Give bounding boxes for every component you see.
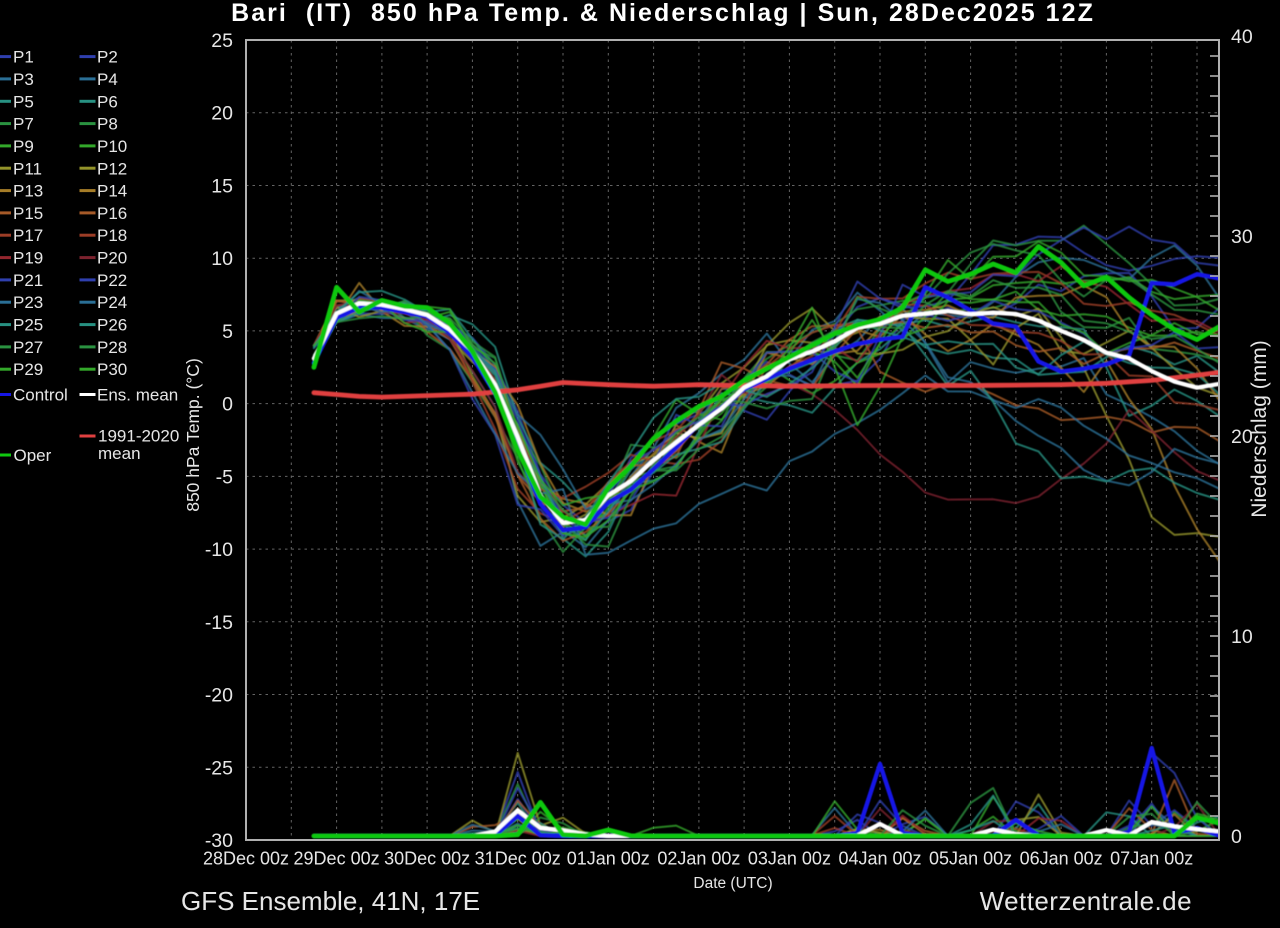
svg-text:P26: P26 bbox=[97, 316, 127, 335]
svg-text:40: 40 bbox=[1231, 26, 1253, 48]
svg-text:P30: P30 bbox=[97, 360, 127, 379]
svg-text:31Dec 00z: 31Dec 00z bbox=[475, 849, 561, 869]
svg-text:Date (UTC): Date (UTC) bbox=[693, 875, 772, 892]
svg-text:Wetterzentrale.de: Wetterzentrale.de bbox=[980, 886, 1192, 916]
svg-text:28Dec 00z: 28Dec 00z bbox=[203, 849, 289, 869]
svg-text:01Jan 00z: 01Jan 00z bbox=[567, 849, 650, 869]
svg-text:15: 15 bbox=[211, 175, 233, 197]
svg-text:25: 25 bbox=[211, 30, 233, 52]
svg-text:850 hPa Temp. (°C): 850 hPa Temp. (°C) bbox=[183, 358, 203, 512]
svg-text:P28: P28 bbox=[97, 338, 127, 357]
svg-text:06Jan 00z: 06Jan 00z bbox=[1020, 849, 1103, 869]
svg-text:Oper: Oper bbox=[14, 446, 52, 465]
svg-text:Control: Control bbox=[13, 386, 68, 405]
svg-text:P8: P8 bbox=[97, 115, 118, 134]
svg-text:P22: P22 bbox=[97, 271, 127, 290]
svg-text:P14: P14 bbox=[97, 182, 127, 201]
svg-text:Ens. mean: Ens. mean bbox=[97, 386, 178, 405]
svg-text:P1: P1 bbox=[13, 48, 34, 67]
svg-text:P3: P3 bbox=[13, 70, 34, 89]
svg-text:1991-2020: 1991-2020 bbox=[98, 427, 179, 446]
svg-text:P4: P4 bbox=[97, 70, 118, 89]
svg-text:-25: -25 bbox=[205, 757, 233, 779]
svg-text:-15: -15 bbox=[205, 612, 233, 634]
svg-text:02Jan 00z: 02Jan 00z bbox=[657, 849, 740, 869]
svg-text:07Jan 00z: 07Jan 00z bbox=[1110, 849, 1193, 869]
svg-text:29Dec 00z: 29Dec 00z bbox=[294, 849, 380, 869]
svg-text:P16: P16 bbox=[97, 204, 127, 223]
svg-text:P27: P27 bbox=[13, 338, 43, 357]
svg-text:P29: P29 bbox=[13, 360, 43, 379]
svg-text:P10: P10 bbox=[97, 137, 127, 156]
svg-text:-5: -5 bbox=[216, 466, 233, 488]
svg-text:P2: P2 bbox=[97, 48, 118, 67]
svg-text:5: 5 bbox=[222, 321, 233, 343]
svg-text:P6: P6 bbox=[97, 92, 118, 111]
svg-text:0: 0 bbox=[222, 394, 233, 416]
svg-text:20: 20 bbox=[211, 103, 233, 125]
svg-text:P19: P19 bbox=[13, 249, 43, 268]
svg-text:Bari (IT) 850 hPa Temp. & Ni: Bari (IT) 850 hPa Temp. & Niederschlag |… bbox=[231, 0, 1095, 27]
svg-text:P24: P24 bbox=[97, 293, 127, 312]
svg-text:P17: P17 bbox=[13, 226, 43, 245]
svg-text:0: 0 bbox=[1231, 826, 1242, 848]
svg-text:P13: P13 bbox=[13, 182, 43, 201]
svg-text:P9: P9 bbox=[13, 137, 34, 156]
svg-text:20: 20 bbox=[1231, 426, 1253, 448]
svg-text:P21: P21 bbox=[13, 271, 43, 290]
svg-text:mean: mean bbox=[98, 444, 141, 463]
svg-text:-10: -10 bbox=[205, 539, 233, 561]
svg-text:P11: P11 bbox=[13, 159, 42, 178]
svg-text:P15: P15 bbox=[13, 204, 43, 223]
svg-text:P25: P25 bbox=[13, 316, 43, 335]
svg-text:GFS Ensemble, 41N, 17E: GFS Ensemble, 41N, 17E bbox=[181, 886, 480, 916]
svg-text:P5: P5 bbox=[13, 92, 34, 111]
svg-text:-30: -30 bbox=[205, 830, 233, 852]
svg-text:P7: P7 bbox=[13, 115, 34, 134]
svg-text:Niederschlag (mm): Niederschlag (mm) bbox=[1248, 340, 1271, 517]
svg-text:P18: P18 bbox=[97, 226, 127, 245]
svg-text:10: 10 bbox=[211, 248, 233, 270]
svg-text:05Jan 00z: 05Jan 00z bbox=[929, 849, 1012, 869]
svg-text:03Jan 00z: 03Jan 00z bbox=[748, 849, 831, 869]
svg-text:10: 10 bbox=[1231, 626, 1253, 648]
svg-text:04Jan 00z: 04Jan 00z bbox=[838, 849, 921, 869]
svg-text:30Dec 00z: 30Dec 00z bbox=[384, 849, 470, 869]
svg-text:P12: P12 bbox=[97, 159, 127, 178]
svg-text:30: 30 bbox=[1231, 226, 1253, 248]
svg-text:P23: P23 bbox=[13, 293, 43, 312]
svg-text:-20: -20 bbox=[205, 685, 233, 707]
svg-text:P20: P20 bbox=[97, 249, 127, 268]
